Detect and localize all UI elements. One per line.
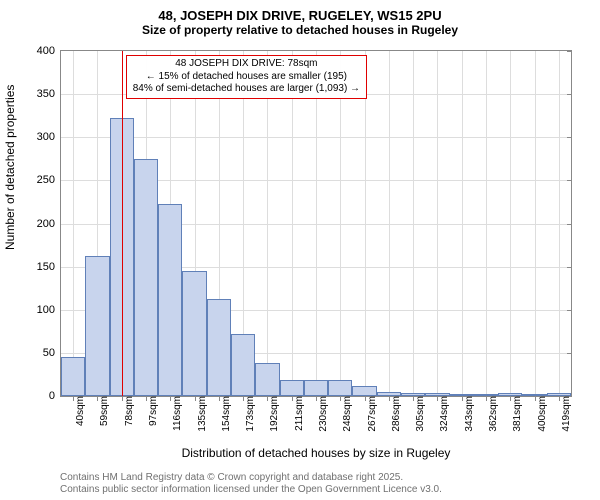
- chart-container: 48, JOSEPH DIX DRIVE, RUGELEY, WS15 2PU …: [0, 0, 600, 500]
- x-tick-label: 173sqm: [239, 396, 256, 432]
- gridline-v: [267, 51, 268, 396]
- bar: [158, 204, 182, 396]
- x-tick-label: 267sqm: [361, 396, 378, 432]
- gridline-v: [559, 51, 560, 396]
- bar: [182, 271, 206, 396]
- bar: [352, 386, 376, 396]
- bar: [377, 392, 401, 396]
- gridline-v: [486, 51, 487, 396]
- y-tick-label: 200: [37, 218, 61, 230]
- y-tick-label: 350: [37, 88, 61, 100]
- y-tick-label: 100: [37, 304, 61, 316]
- x-tick-label: 286sqm: [385, 396, 402, 432]
- bar: [304, 380, 328, 396]
- y-tick-mark: [567, 137, 572, 138]
- x-tick-label: 324sqm: [433, 396, 450, 432]
- y-tick-label: 0: [49, 390, 61, 402]
- gridline-v: [510, 51, 511, 396]
- bar: [450, 394, 474, 396]
- y-axis-label: Number of detached properties: [3, 85, 17, 250]
- gridline-v: [413, 51, 414, 396]
- bar: [134, 159, 158, 396]
- footer-text: Contains HM Land Registry data © Crown c…: [60, 472, 442, 496]
- x-tick-label: 230sqm: [312, 396, 329, 432]
- y-tick-mark: [567, 94, 572, 95]
- annotation-line-1: 48 JOSEPH DIX DRIVE: 78sqm: [133, 58, 360, 71]
- gridline-v: [389, 51, 390, 396]
- footer-line-2: Contains public sector information licen…: [60, 484, 442, 496]
- y-tick-label: 300: [37, 131, 61, 143]
- y-tick-label: 50: [43, 347, 61, 359]
- y-tick-label: 250: [37, 174, 61, 186]
- gridline-v: [73, 51, 74, 396]
- bar: [61, 357, 85, 396]
- x-tick-label: 40sqm: [69, 396, 86, 426]
- bar: [207, 299, 231, 396]
- x-tick-label: 116sqm: [166, 396, 183, 431]
- x-tick-label: 248sqm: [336, 396, 353, 432]
- x-tick-label: 154sqm: [215, 396, 232, 432]
- annotation-box: 48 JOSEPH DIX DRIVE: 78sqm← 15% of detac…: [126, 55, 367, 99]
- annotation-line-2: ← 15% of detached houses are smaller (19…: [133, 71, 360, 84]
- bar: [231, 334, 255, 396]
- x-tick-label: 343sqm: [458, 396, 475, 432]
- bar: [498, 393, 522, 396]
- x-tick-label: 419sqm: [555, 396, 572, 432]
- bar: [425, 393, 449, 396]
- x-axis-label: Distribution of detached houses by size …: [61, 446, 571, 460]
- annotation-line-3: 84% of semi-detached houses are larger (…: [133, 83, 360, 96]
- y-tick-mark: [567, 353, 572, 354]
- y-tick-mark: [567, 310, 572, 311]
- bar: [255, 363, 279, 396]
- bar: [280, 380, 304, 396]
- bar: [85, 256, 109, 396]
- gridline-v: [292, 51, 293, 396]
- gridline-v: [462, 51, 463, 396]
- x-tick-label: 211sqm: [288, 396, 305, 431]
- bar: [547, 393, 571, 396]
- y-tick-mark: [567, 267, 572, 268]
- y-tick-label: 400: [37, 45, 61, 57]
- x-tick-label: 305sqm: [409, 396, 426, 432]
- bar: [522, 394, 546, 396]
- x-tick-label: 135sqm: [191, 396, 208, 432]
- y-tick-mark: [567, 180, 572, 181]
- y-tick-label: 150: [37, 261, 61, 273]
- gridline-v: [316, 51, 317, 396]
- x-tick-label: 362sqm: [482, 396, 499, 432]
- x-tick-label: 97sqm: [142, 396, 159, 426]
- footer-line-1: Contains HM Land Registry data © Crown c…: [60, 472, 442, 484]
- y-tick-mark: [567, 51, 572, 52]
- x-tick-label: 400sqm: [531, 396, 548, 432]
- gridline-v: [535, 51, 536, 396]
- bar: [401, 393, 425, 396]
- bar: [328, 380, 352, 396]
- gridline-v: [365, 51, 366, 396]
- y-tick-mark: [567, 224, 572, 225]
- plot-area: 05010015020025030035040040sqm59sqm78sqm9…: [60, 50, 572, 397]
- gridline-v: [340, 51, 341, 396]
- chart-subtitle: Size of property relative to detached ho…: [0, 23, 600, 41]
- x-tick-label: 59sqm: [93, 396, 110, 426]
- gridline-v: [437, 51, 438, 396]
- bar: [474, 394, 498, 396]
- x-tick-label: 381sqm: [506, 396, 523, 432]
- x-tick-label: 192sqm: [263, 396, 280, 432]
- marker-line: [122, 51, 123, 396]
- chart-title: 48, JOSEPH DIX DRIVE, RUGELEY, WS15 2PU: [0, 0, 600, 23]
- x-tick-label: 78sqm: [118, 396, 135, 426]
